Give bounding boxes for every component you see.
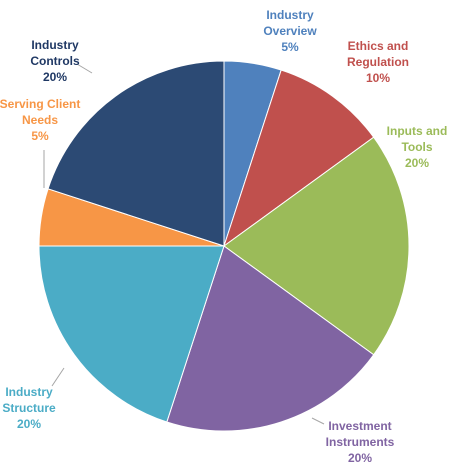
category-label: Industry Controls (30, 38, 80, 68)
pie-slice (223, 69, 375, 248)
leader-line (76, 63, 93, 74)
pie-slice (166, 245, 375, 432)
leader-line (311, 417, 325, 425)
slice-label: Investment Instruments 20% (320, 418, 400, 466)
value-label: 20% (347, 451, 373, 465)
value-label: 20% (42, 70, 68, 84)
category-label: Industry Structure (2, 385, 56, 415)
pie-slice (223, 136, 410, 356)
slice-label: Industry Controls 20% (15, 37, 95, 85)
category-label: Investment Instruments (325, 419, 395, 449)
value-label: 5% (281, 40, 299, 54)
category-label: Ethics and Regulation (347, 39, 409, 69)
slice-label: Inputs and Tools 20% (377, 123, 451, 171)
value-label: 5% (31, 129, 49, 143)
category-label: Industry Overview (263, 8, 317, 38)
slice-label: Ethics and Regulation 10% (338, 38, 418, 86)
value-label: 10% (365, 71, 391, 85)
slice-label: Industry Overview 5% (250, 7, 330, 55)
category-label: Inputs and Tools (386, 124, 448, 154)
pie-slice (47, 60, 225, 247)
pie-slice (38, 245, 225, 423)
slice-label: Serving Client Needs 5% (0, 96, 86, 144)
value-label: 20% (16, 417, 42, 431)
slice-label: Industry Structure 20% (0, 384, 69, 432)
value-label: 20% (404, 156, 430, 170)
leader-line (51, 367, 65, 387)
category-label: Serving Client Needs (0, 97, 81, 127)
